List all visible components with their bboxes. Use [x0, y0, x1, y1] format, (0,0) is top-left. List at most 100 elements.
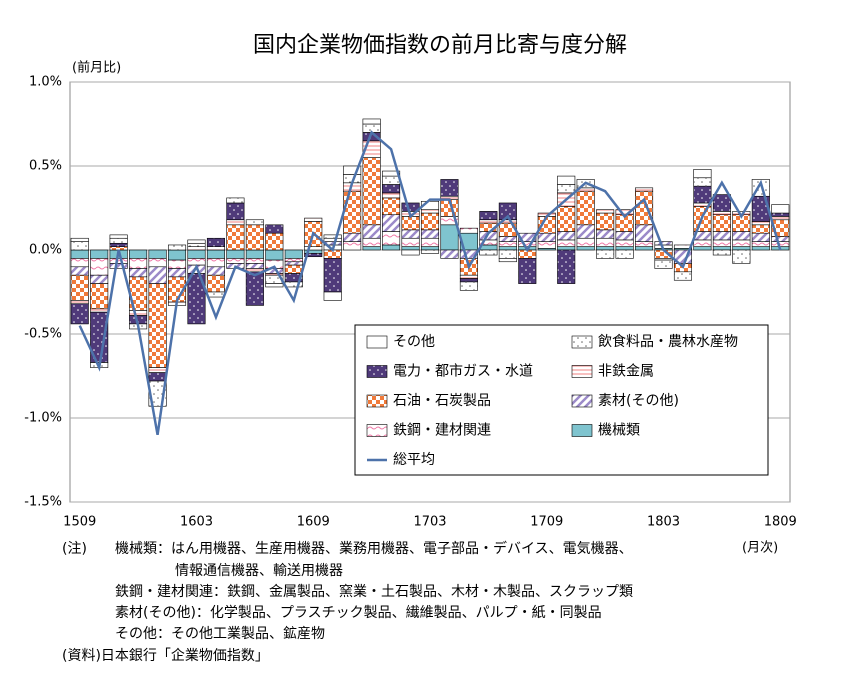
- bar-segment: [576, 224, 595, 239]
- bar-segment: [226, 202, 245, 221]
- bar-segment: [576, 246, 595, 251]
- bar-segment: [596, 209, 615, 214]
- bar-segment: [557, 184, 576, 194]
- bar-segment: [771, 212, 790, 217]
- bar-segment: [635, 241, 654, 247]
- bar-segment: [90, 258, 109, 276]
- x-tick-label: 1803: [647, 515, 680, 530]
- legend-label: 鉄鋼・建材関連: [393, 423, 491, 439]
- bar-segment: [751, 232, 770, 242]
- bar-segment: [323, 258, 342, 293]
- legend-swatch: [571, 365, 593, 378]
- bar-segment: [654, 241, 673, 246]
- legend-swatch: [366, 424, 388, 437]
- footnote: 鉄鋼・建材関連：鉄鋼、金属製品、窯業・土石製品、木材・木製品、スクラップ類: [115, 583, 633, 600]
- bar-segment: [187, 258, 206, 266]
- bar-segment: [693, 169, 712, 179]
- legend-label: 飲食料品・農林水産物: [598, 333, 738, 350]
- bar-segment: [206, 266, 225, 276]
- bar-segment: [420, 246, 440, 251]
- bar-segment: [284, 264, 303, 274]
- legend-label: 機械類: [598, 423, 640, 439]
- bar-segment: [187, 273, 206, 325]
- bar-segment: [615, 246, 634, 251]
- bar-segment: [304, 246, 323, 251]
- bar-segment: [771, 216, 790, 221]
- bar-segment: [226, 219, 245, 226]
- bar-segment: [323, 234, 342, 239]
- bar-segment: [129, 310, 148, 316]
- bar-segment: [148, 372, 167, 382]
- bar-segment: [712, 231, 731, 241]
- bar-segment: [323, 237, 342, 242]
- bar-segment: [596, 237, 615, 247]
- bar-segment: [401, 237, 420, 247]
- bar-segment: [440, 179, 459, 197]
- y-tick-label: 1.0%: [29, 75, 62, 90]
- bar-segment: [732, 231, 751, 241]
- footnote: 機械類：はん用機器、生産用機器、業務用機器、電子部品・デバイス、電気機器、: [115, 540, 633, 557]
- bar-segment: [245, 219, 264, 226]
- bar-segment: [712, 249, 731, 256]
- bar-segment: [479, 219, 498, 224]
- bar-segment: [401, 229, 420, 239]
- bar-segment: [382, 244, 401, 251]
- bar-segment: [420, 249, 440, 254]
- bar-segment: [90, 308, 109, 313]
- bar-segment: [712, 194, 731, 212]
- bar-segment: [70, 241, 89, 251]
- y-tick-label: 0.5%: [29, 159, 62, 174]
- bar-segment: [70, 300, 89, 305]
- bar-segment: [90, 283, 109, 310]
- bar-segment: [284, 258, 303, 263]
- bar-segment: [420, 209, 440, 214]
- bar-segment: [129, 268, 148, 278]
- bar-segment: [109, 263, 128, 269]
- bar-segment: [635, 224, 654, 242]
- bar-segment: [362, 224, 381, 239]
- y-tick-label: -1.0%: [24, 411, 62, 426]
- bar-segment: [362, 118, 381, 125]
- bar-segment: [304, 253, 323, 258]
- bar-segment: [284, 249, 303, 259]
- bar-segment: [420, 237, 440, 247]
- y-tick-label: 0.0%: [29, 243, 62, 258]
- bar-segment: [187, 249, 206, 259]
- bar-segment: [440, 249, 459, 259]
- footnote: (注): [62, 541, 87, 557]
- bar-segment: [712, 211, 731, 216]
- bar-segment: [479, 211, 498, 221]
- bar-segment: [187, 246, 206, 251]
- bar-segment: [751, 241, 770, 247]
- bar-segment: [148, 258, 167, 268]
- bar-segment: [498, 258, 517, 263]
- bar-segment: [498, 241, 517, 247]
- bar-segment: [265, 249, 284, 261]
- bar-segment: [771, 236, 790, 242]
- bar-segment: [226, 197, 245, 204]
- bar-segment: [401, 246, 420, 251]
- legend-label: 総平均: [393, 452, 435, 468]
- bar-segment: [226, 258, 245, 264]
- bar-segment: [459, 227, 478, 234]
- bar-segment: [557, 175, 576, 185]
- bar-segment: [323, 291, 342, 301]
- bar-segment: [382, 170, 401, 177]
- bar-segment: [751, 224, 770, 234]
- bar-segment: [382, 192, 401, 199]
- x-tick-label: 1509: [63, 515, 96, 530]
- bar-segment: [362, 157, 381, 226]
- bar-segment: [673, 271, 693, 281]
- bar-segment: [109, 258, 128, 264]
- bar-segment: [712, 239, 731, 247]
- bar-segment: [557, 246, 576, 251]
- bar-segment: [382, 197, 401, 216]
- bar-segment: [635, 190, 654, 226]
- bar-segment: [596, 246, 615, 251]
- bar-segment: [596, 229, 615, 239]
- bar-segment: [771, 204, 790, 214]
- bar-segment: [382, 214, 401, 232]
- y-tick-label: -1.5%: [24, 495, 62, 510]
- bar-segment: [167, 249, 187, 261]
